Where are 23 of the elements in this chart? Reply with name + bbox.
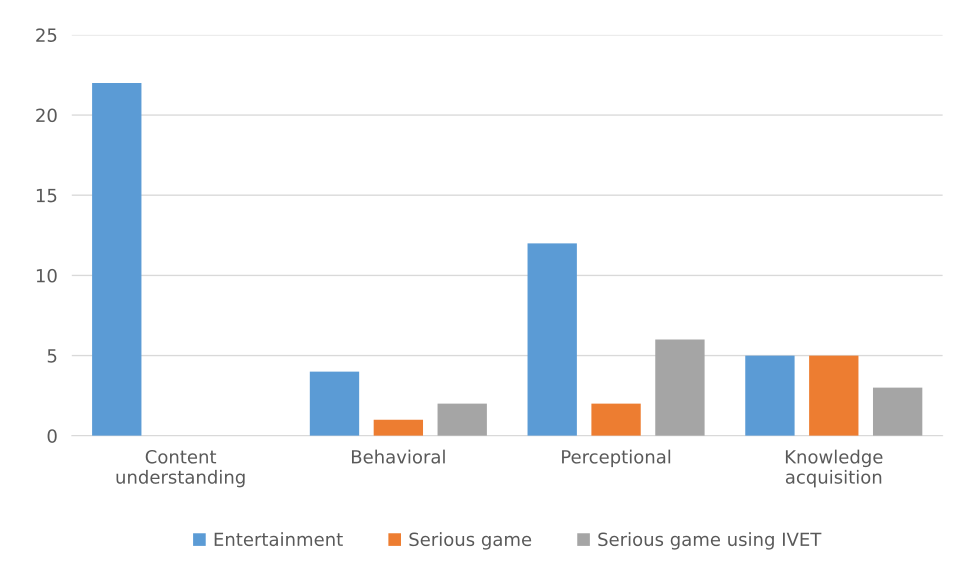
legend-label: Serious game using IVET — [598, 532, 822, 550]
bar — [310, 372, 360, 436]
bar — [809, 356, 858, 436]
y-tick-label: 10 — [36, 268, 57, 283]
bar — [528, 243, 577, 436]
bar — [745, 356, 795, 436]
x-tick-label: Behavioral — [352, 450, 445, 464]
x-tick-label: Perceptional — [562, 450, 670, 468]
legend-label: Entertainment — [214, 532, 343, 546]
x-tick-label: Content understanding — [116, 450, 245, 488]
y-tick-label: 20 — [36, 108, 57, 122]
bar — [591, 404, 641, 436]
bar — [438, 404, 487, 436]
bar — [655, 340, 705, 436]
bar — [92, 82, 142, 436]
y-tick-label: 0 — [48, 429, 57, 443]
x-tick-label: Knowledge acquisition — [786, 450, 882, 488]
bar — [872, 388, 922, 436]
y-tick-label: 25 — [36, 28, 56, 42]
legend-label: Serious game — [409, 532, 532, 550]
bar — [374, 420, 424, 436]
y-tick-label: 15 — [36, 188, 56, 202]
y-tick-label: 5 — [48, 349, 56, 363]
